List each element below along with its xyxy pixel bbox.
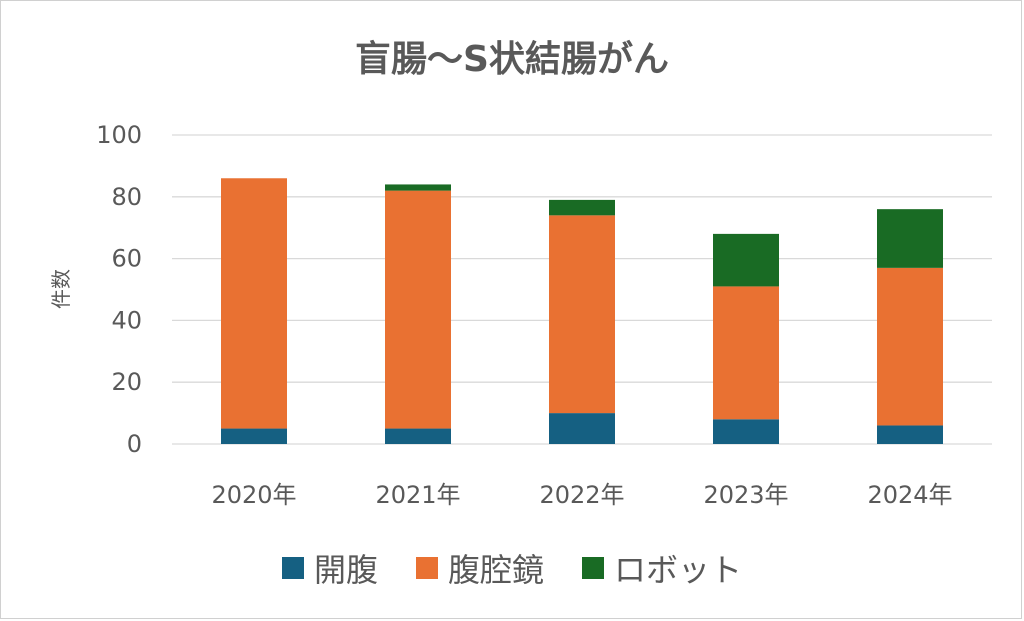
legend-swatch-open xyxy=(281,557,304,579)
legend: 開腹 腹腔鏡 ロボット xyxy=(0,545,1024,591)
bar-segment-laparoscopic-4 xyxy=(877,267,943,426)
bar-segment-laparoscopic-3 xyxy=(713,286,779,420)
legend-swatch-laparoscopic xyxy=(415,557,438,579)
legend-item-open: 開腹 xyxy=(281,545,378,591)
legend-swatch-robot xyxy=(582,557,604,579)
bars xyxy=(221,178,943,444)
y-tick-label: 100 xyxy=(96,121,142,149)
bar-segment-laparoscopic-0 xyxy=(221,178,287,429)
bar-segment-open-0 xyxy=(221,428,287,444)
x-tick-labels: 2020年 2021年 2022年 2023年 2024年 xyxy=(211,481,952,509)
bar-segment-open-3 xyxy=(713,419,779,444)
bar-segment-open-1 xyxy=(385,428,451,444)
bar-segment-open-2 xyxy=(549,413,615,444)
bar-segment-robot-4 xyxy=(877,209,943,268)
y-tick-label: 80 xyxy=(111,183,142,211)
x-tick-label: 2021年 xyxy=(375,481,460,509)
legend-item-robot: ロボット xyxy=(582,545,742,591)
bar-segment-open-4 xyxy=(877,425,943,444)
bar-segment-robot-3 xyxy=(713,233,779,287)
chart-title: 盲腸～S状結腸がん xyxy=(355,39,669,80)
y-tick-label: 40 xyxy=(111,306,142,334)
legend-label-open: 開腹 xyxy=(313,551,378,589)
bar-segment-robot-2 xyxy=(549,199,615,216)
legend-item-laparoscopic: 腹腔鏡 xyxy=(415,545,544,591)
x-tick-label: 2024年 xyxy=(867,481,952,509)
bar-segment-laparoscopic-1 xyxy=(385,190,451,429)
y-tick-label: 60 xyxy=(111,245,142,273)
bar-segment-laparoscopic-2 xyxy=(549,215,615,414)
y-tick-labels: 0 20 40 60 80 100 xyxy=(96,121,142,458)
y-tick-label: 20 xyxy=(111,368,142,396)
y-axis-title: 件数 xyxy=(49,269,73,309)
bar-segment-robot-1 xyxy=(385,184,451,191)
x-tick-label: 2022年 xyxy=(539,481,624,509)
y-tick-label: 0 xyxy=(127,430,142,458)
x-tick-label: 2020年 xyxy=(211,481,296,509)
x-tick-label: 2023年 xyxy=(703,481,788,509)
legend-label-robot: ロボット xyxy=(614,551,743,589)
legend-label-laparoscopic: 腹腔鏡 xyxy=(447,551,544,589)
